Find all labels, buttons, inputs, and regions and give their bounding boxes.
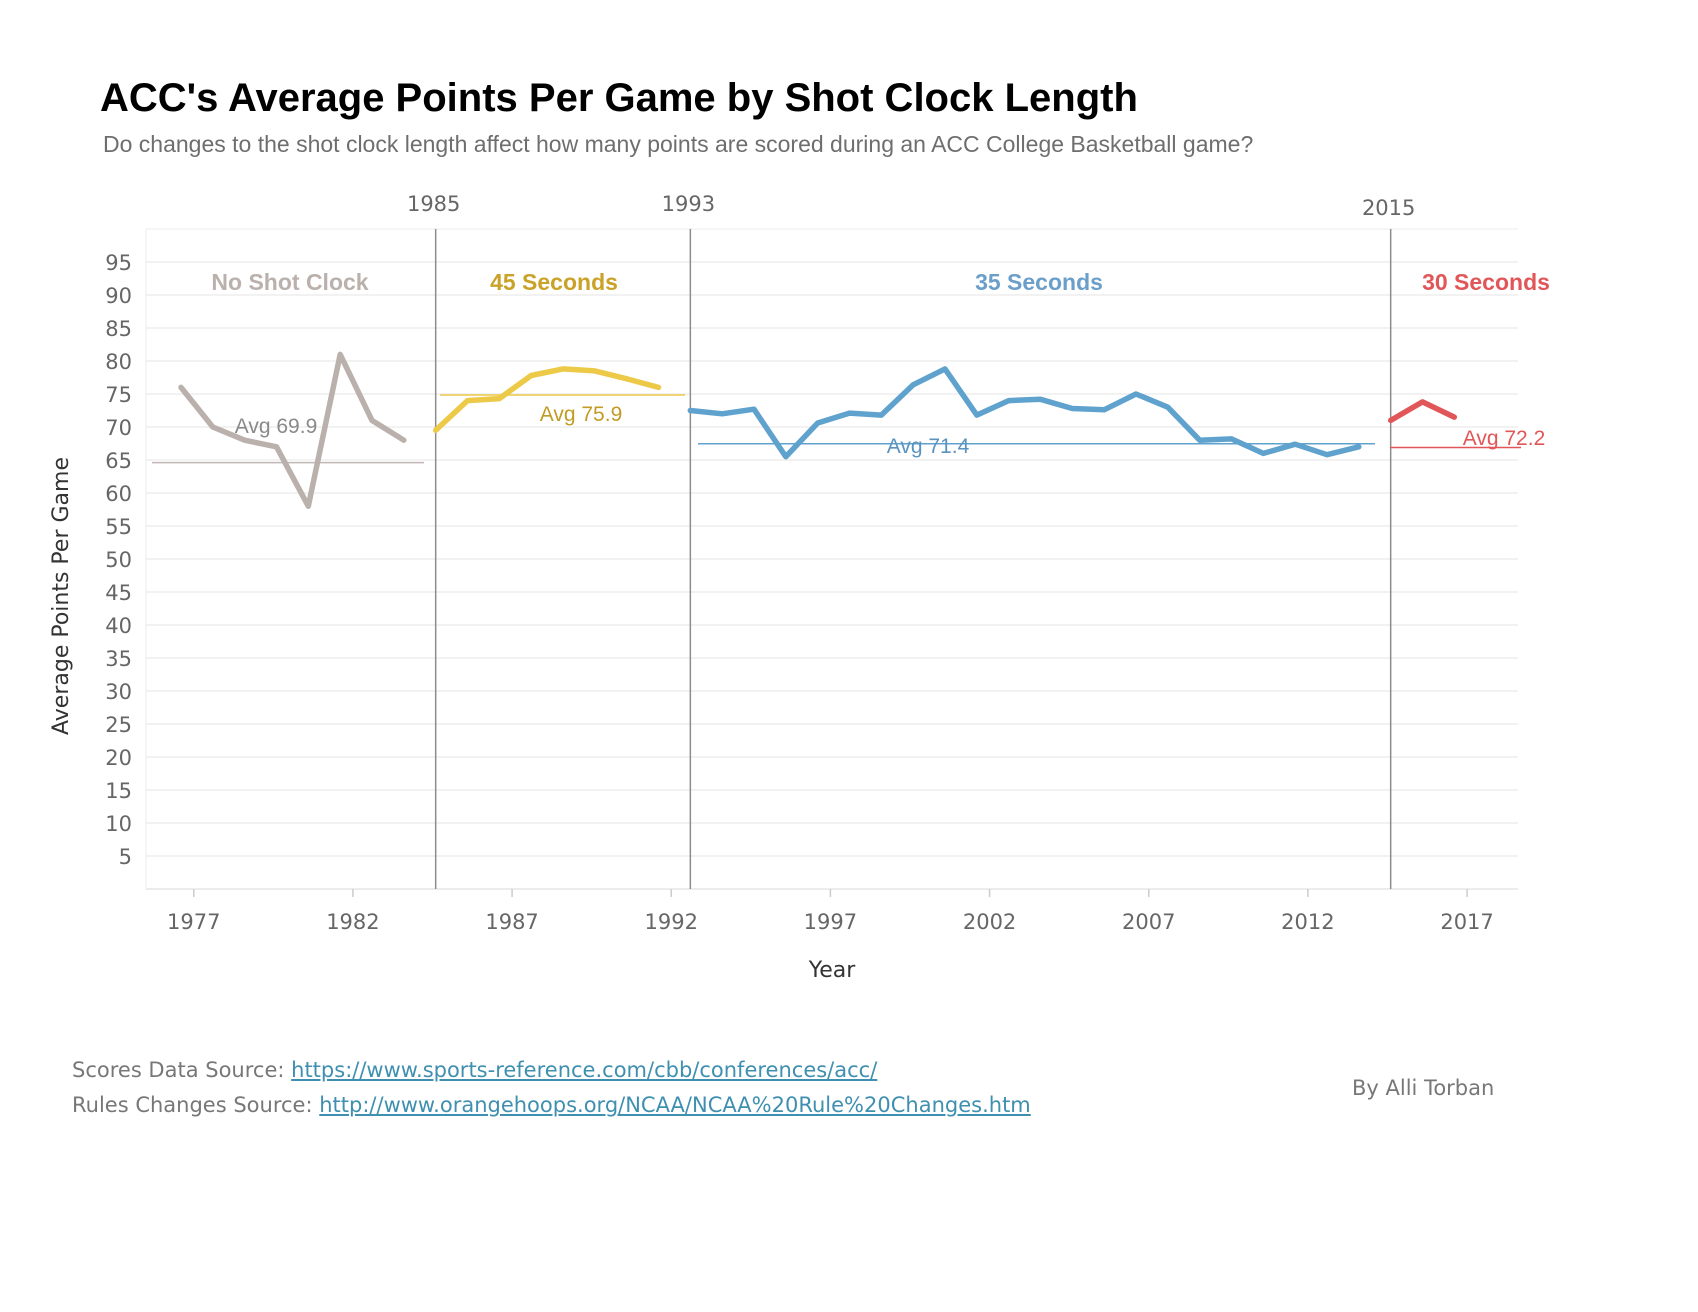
y-tick-label: 65 [105,449,132,473]
y-tick-label: 55 [105,515,132,539]
x-tick-label: 1977 [167,910,220,934]
era-title-0: No Shot Clock [211,269,368,295]
x-axis-title: Year [808,958,857,983]
rules-source: Rules Changes Source: http://www.orangeh… [72,1093,1031,1117]
x-tick-label: 2007 [1122,910,1175,934]
y-tick-label: 5 [119,845,132,869]
series-line-1 [432,366,662,434]
y-tick-label: 75 [105,383,132,407]
y-tick-label: 40 [105,614,132,638]
x-tick-label: 1992 [645,910,698,934]
y-tick-label: 45 [105,581,132,605]
y-tick-label: 25 [105,713,132,737]
scores-source: Scores Data Source: https://www.sports-r… [72,1058,877,1082]
y-tick-label: 80 [105,350,132,374]
chart-subtitle: Do changes to the shot clock length affe… [103,131,1254,157]
era-title-3: 30 Seconds [1422,269,1550,295]
rules-source-label: Rules Changes Source: [72,1093,313,1117]
y-tick-label: 10 [105,812,132,836]
y-tick-label: 70 [105,416,132,440]
chart-title: ACC's Average Points Per Game by Shot Cl… [100,76,1138,120]
y-tick-label: 50 [105,548,132,572]
era-title-2: 35 Seconds [975,269,1103,295]
era-title-1: 45 Seconds [490,269,618,295]
average-label-1: Avg 75.9 [540,403,623,426]
series-line-2 [687,366,1362,460]
scores-source-link[interactable]: https://www.sports-reference.com/cbb/con… [291,1058,878,1082]
series-line-0 [178,351,407,509]
series-line-3 [1387,399,1458,424]
y-tick-label: 90 [105,284,132,308]
y-tick-label: 35 [105,647,132,671]
y-tick-label: 30 [105,680,132,704]
x-tick-label: 1982 [326,910,379,934]
y-tick-label: 95 [105,251,132,275]
y-tick-label: 15 [105,779,132,803]
x-tick-label: 2002 [963,910,1016,934]
x-tick-label: 2017 [1440,910,1493,934]
average-label-0: Avg 69.9 [235,415,318,438]
rule-change-label-2015: 2015 [1362,196,1415,220]
average-label-3: Avg 72.2 [1463,427,1546,450]
author-byline: By Alli Torban [1352,1076,1495,1100]
y-axis-title: Average Points Per Game [49,457,74,735]
x-tick-label: 1997 [804,910,857,934]
rule-change-label-1993: 1993 [662,192,715,216]
rule-change-label-1985: 1985 [407,192,460,216]
scores-source-label: Scores Data Source: [72,1058,285,1082]
x-tick-label: 2012 [1281,910,1334,934]
x-tick-label: 1987 [485,910,538,934]
y-tick-label: 60 [105,482,132,506]
rules-source-link[interactable]: http://www.orangehoops.org/NCAA/NCAA%20R… [319,1093,1031,1117]
y-tick-label: 85 [105,317,132,341]
y-tick-label: 20 [105,746,132,770]
average-label-2: Avg 71.4 [887,435,970,458]
